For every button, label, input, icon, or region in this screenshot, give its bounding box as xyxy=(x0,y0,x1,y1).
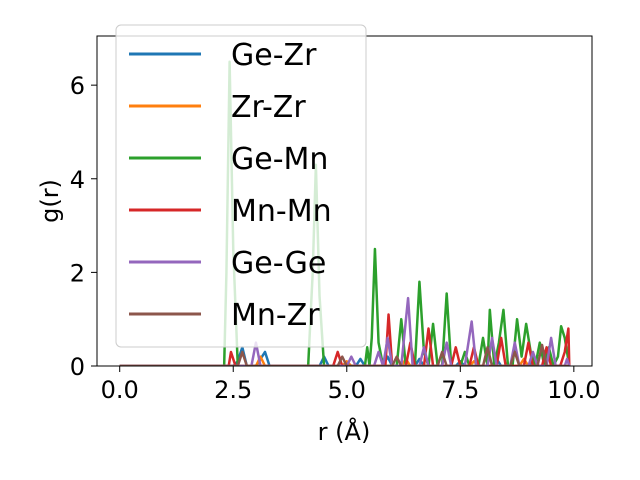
legend-label-ge-mn: Ge-Mn xyxy=(231,142,328,177)
y-tick-label: 2 xyxy=(70,259,85,287)
series-line-mn-zr xyxy=(119,343,570,366)
y-tick-label: 6 xyxy=(70,72,85,100)
legend-label-ge-ge: Ge-Ge xyxy=(231,246,326,281)
y-tick-label: 4 xyxy=(70,166,85,194)
series-line-ge-ge xyxy=(119,296,571,366)
x-axis-label: r (Å) xyxy=(318,417,371,446)
x-tick-label: 0.0 xyxy=(101,376,139,404)
legend-label-mn-zr: Mn-Zr xyxy=(231,298,320,333)
y-axis-label: g(r) xyxy=(36,179,64,223)
x-axis: 0.0 2.5 5.0 7.5 10.0 xyxy=(101,366,601,404)
legend: Ge-Zr Zr-Zr Ge-Mn Mn-Mn Ge-Ge Mn-Zr xyxy=(115,24,367,348)
legend-label-ge-zr: Ge-Zr xyxy=(231,38,317,73)
x-tick-label: 7.5 xyxy=(441,376,479,404)
x-tick-label: 10.0 xyxy=(547,376,600,404)
y-tick-label: 0 xyxy=(70,353,85,381)
y-axis: 0 2 4 6 xyxy=(70,72,97,381)
x-tick-label: 2.5 xyxy=(214,376,252,404)
legend-label-mn-mn: Mn-Mn xyxy=(231,194,332,229)
x-tick-label: 5.0 xyxy=(328,376,366,404)
legend-label-zr-zr: Zr-Zr xyxy=(231,90,306,125)
